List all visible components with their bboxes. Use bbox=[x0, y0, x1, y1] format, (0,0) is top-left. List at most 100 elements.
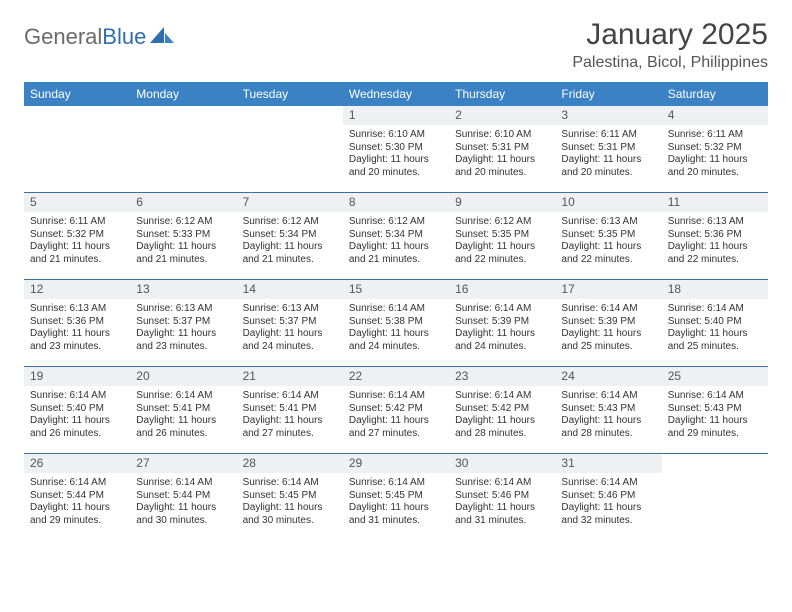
calendar-day: 8Sunrise: 6:12 AMSunset: 5:34 PMDaylight… bbox=[343, 193, 449, 279]
day-content: Sunrise: 6:13 AMSunset: 5:37 PMDaylight:… bbox=[237, 301, 343, 359]
calendar-day: 26Sunrise: 6:14 AMSunset: 5:44 PMDayligh… bbox=[24, 454, 130, 540]
sunset-text: Sunset: 5:41 PM bbox=[136, 403, 230, 416]
daylight-line1: Daylight: 11 hours bbox=[668, 241, 762, 254]
day-number: 15 bbox=[343, 280, 449, 299]
daylight-line1: Daylight: 11 hours bbox=[136, 502, 230, 515]
daylight-line2: and 29 minutes. bbox=[30, 515, 124, 528]
day-content: Sunrise: 6:14 AMSunset: 5:46 PMDaylight:… bbox=[555, 475, 661, 533]
daylight-line2: and 24 minutes. bbox=[349, 341, 443, 354]
day-number: 12 bbox=[24, 280, 130, 299]
daylight-line2: and 22 minutes. bbox=[668, 254, 762, 267]
day-number: 22 bbox=[343, 367, 449, 386]
sunrise-text: Sunrise: 6:11 AM bbox=[30, 216, 124, 229]
sunset-text: Sunset: 5:35 PM bbox=[561, 229, 655, 242]
day-number: 14 bbox=[237, 280, 343, 299]
calendar-day bbox=[237, 106, 343, 192]
day-number: 25 bbox=[662, 367, 768, 386]
day-number bbox=[237, 106, 343, 124]
day-content: Sunrise: 6:12 AMSunset: 5:33 PMDaylight:… bbox=[130, 214, 236, 272]
sail-icon bbox=[150, 25, 174, 50]
calendar-week: 1Sunrise: 6:10 AMSunset: 5:30 PMDaylight… bbox=[24, 106, 768, 193]
calendar-body: 1Sunrise: 6:10 AMSunset: 5:30 PMDaylight… bbox=[24, 106, 768, 540]
daylight-line2: and 30 minutes. bbox=[243, 515, 337, 528]
daylight-line2: and 26 minutes. bbox=[30, 428, 124, 441]
daylight-line1: Daylight: 11 hours bbox=[30, 502, 124, 515]
sunrise-text: Sunrise: 6:13 AM bbox=[30, 303, 124, 316]
sunset-text: Sunset: 5:34 PM bbox=[243, 229, 337, 242]
sunrise-text: Sunrise: 6:12 AM bbox=[349, 216, 443, 229]
day-number: 6 bbox=[130, 193, 236, 212]
calendar-day: 9Sunrise: 6:12 AMSunset: 5:35 PMDaylight… bbox=[449, 193, 555, 279]
daylight-line1: Daylight: 11 hours bbox=[455, 328, 549, 341]
sunset-text: Sunset: 5:38 PM bbox=[349, 316, 443, 329]
header: GeneralBlue January 2025 Palestina, Bico… bbox=[24, 18, 768, 72]
day-number: 16 bbox=[449, 280, 555, 299]
daylight-line1: Daylight: 11 hours bbox=[243, 415, 337, 428]
daylight-line2: and 31 minutes. bbox=[349, 515, 443, 528]
sunset-text: Sunset: 5:32 PM bbox=[30, 229, 124, 242]
day-number bbox=[24, 106, 130, 124]
daylight-line2: and 26 minutes. bbox=[136, 428, 230, 441]
daylight-line2: and 21 minutes. bbox=[136, 254, 230, 267]
day-number: 30 bbox=[449, 454, 555, 473]
day-number bbox=[662, 454, 768, 472]
calendar-day: 12Sunrise: 6:13 AMSunset: 5:36 PMDayligh… bbox=[24, 280, 130, 366]
day-content: Sunrise: 6:12 AMSunset: 5:34 PMDaylight:… bbox=[343, 214, 449, 272]
calendar-day: 6 Sunrise: 6:12 AMSunset: 5:33 PMDaylight… bbox=[130, 193, 236, 279]
header-friday: Friday bbox=[555, 82, 661, 106]
daylight-line1: Daylight: 11 hours bbox=[30, 241, 124, 254]
daylight-line1: Daylight: 11 hours bbox=[455, 415, 549, 428]
calendar-day: 28Sunrise: 6:14 AMSunset: 5:45 PMDayligh… bbox=[237, 454, 343, 540]
daylight-line2: and 24 minutes. bbox=[455, 341, 549, 354]
sunrise-text: Sunrise: 6:14 AM bbox=[349, 477, 443, 490]
daylight-line2: and 22 minutes. bbox=[455, 254, 549, 267]
daylight-line2: and 27 minutes. bbox=[243, 428, 337, 441]
day-content: Sunrise: 6:10 AMSunset: 5:31 PMDaylight:… bbox=[449, 127, 555, 185]
daylight-line1: Daylight: 11 hours bbox=[30, 328, 124, 341]
daylight-line2: and 31 minutes. bbox=[455, 515, 549, 528]
calendar-day: 18Sunrise: 6:14 AMSunset: 5:40 PMDayligh… bbox=[662, 280, 768, 366]
day-number: 19 bbox=[24, 367, 130, 386]
day-content: Sunrise: 6:12 AMSunset: 5:34 PMDaylight:… bbox=[237, 214, 343, 272]
header-tuesday: Tuesday bbox=[237, 82, 343, 106]
sunrise-text: Sunrise: 6:14 AM bbox=[349, 303, 443, 316]
daylight-line2: and 24 minutes. bbox=[243, 341, 337, 354]
sunrise-text: Sunrise: 6:13 AM bbox=[668, 216, 762, 229]
sunset-text: Sunset: 5:32 PM bbox=[668, 142, 762, 155]
sunset-text: Sunset: 5:31 PM bbox=[561, 142, 655, 155]
calendar-day: 16Sunrise: 6:14 AMSunset: 5:39 PMDayligh… bbox=[449, 280, 555, 366]
daylight-line1: Daylight: 11 hours bbox=[349, 241, 443, 254]
daylight-line2: and 29 minutes. bbox=[668, 428, 762, 441]
day-number: 13 bbox=[130, 280, 236, 299]
daylight-line1: Daylight: 11 hours bbox=[136, 328, 230, 341]
daylight-line2: and 20 minutes. bbox=[668, 167, 762, 180]
calendar-day: 11Sunrise: 6:13 AMSunset: 5:36 PMDayligh… bbox=[662, 193, 768, 279]
calendar-day: 19Sunrise: 6:14 AMSunset: 5:40 PMDayligh… bbox=[24, 367, 130, 453]
day-content: Sunrise: 6:11 AMSunset: 5:32 PMDaylight:… bbox=[24, 214, 130, 272]
sunrise-text: Sunrise: 6:14 AM bbox=[455, 477, 549, 490]
daylight-line1: Daylight: 11 hours bbox=[349, 328, 443, 341]
day-content: Sunrise: 6:14 AMSunset: 5:40 PMDaylight:… bbox=[662, 301, 768, 359]
day-number: 3 bbox=[555, 106, 661, 125]
day-content: Sunrise: 6:14 AMSunset: 5:44 PMDaylight:… bbox=[24, 475, 130, 533]
day-number: 5 bbox=[24, 193, 130, 212]
daylight-line1: Daylight: 11 hours bbox=[561, 154, 655, 167]
calendar-day: 27Sunrise: 6:14 AMSunset: 5:44 PMDayligh… bbox=[130, 454, 236, 540]
sunset-text: Sunset: 5:39 PM bbox=[455, 316, 549, 329]
daylight-line2: and 23 minutes. bbox=[136, 341, 230, 354]
daylight-line2: and 30 minutes. bbox=[136, 515, 230, 528]
header-monday: Monday bbox=[130, 82, 236, 106]
sunset-text: Sunset: 5:35 PM bbox=[455, 229, 549, 242]
calendar-day: 2Sunrise: 6:10 AMSunset: 5:31 PMDaylight… bbox=[449, 106, 555, 192]
calendar-day: 10Sunrise: 6:13 AMSunset: 5:35 PMDayligh… bbox=[555, 193, 661, 279]
calendar-week: 12Sunrise: 6:13 AMSunset: 5:36 PMDayligh… bbox=[24, 280, 768, 367]
day-number: 1 bbox=[343, 106, 449, 125]
calendar-week: 26Sunrise: 6:14 AMSunset: 5:44 PMDayligh… bbox=[24, 454, 768, 540]
sunrise-text: Sunrise: 6:14 AM bbox=[30, 477, 124, 490]
day-content: Sunrise: 6:14 AMSunset: 5:43 PMDaylight:… bbox=[555, 388, 661, 446]
sunrise-text: Sunrise: 6:14 AM bbox=[561, 303, 655, 316]
sunrise-text: Sunrise: 6:14 AM bbox=[561, 390, 655, 403]
day-content: Sunrise: 6:14 AMSunset: 5:42 PMDaylight:… bbox=[449, 388, 555, 446]
day-number: 24 bbox=[555, 367, 661, 386]
daylight-line1: Daylight: 11 hours bbox=[243, 328, 337, 341]
